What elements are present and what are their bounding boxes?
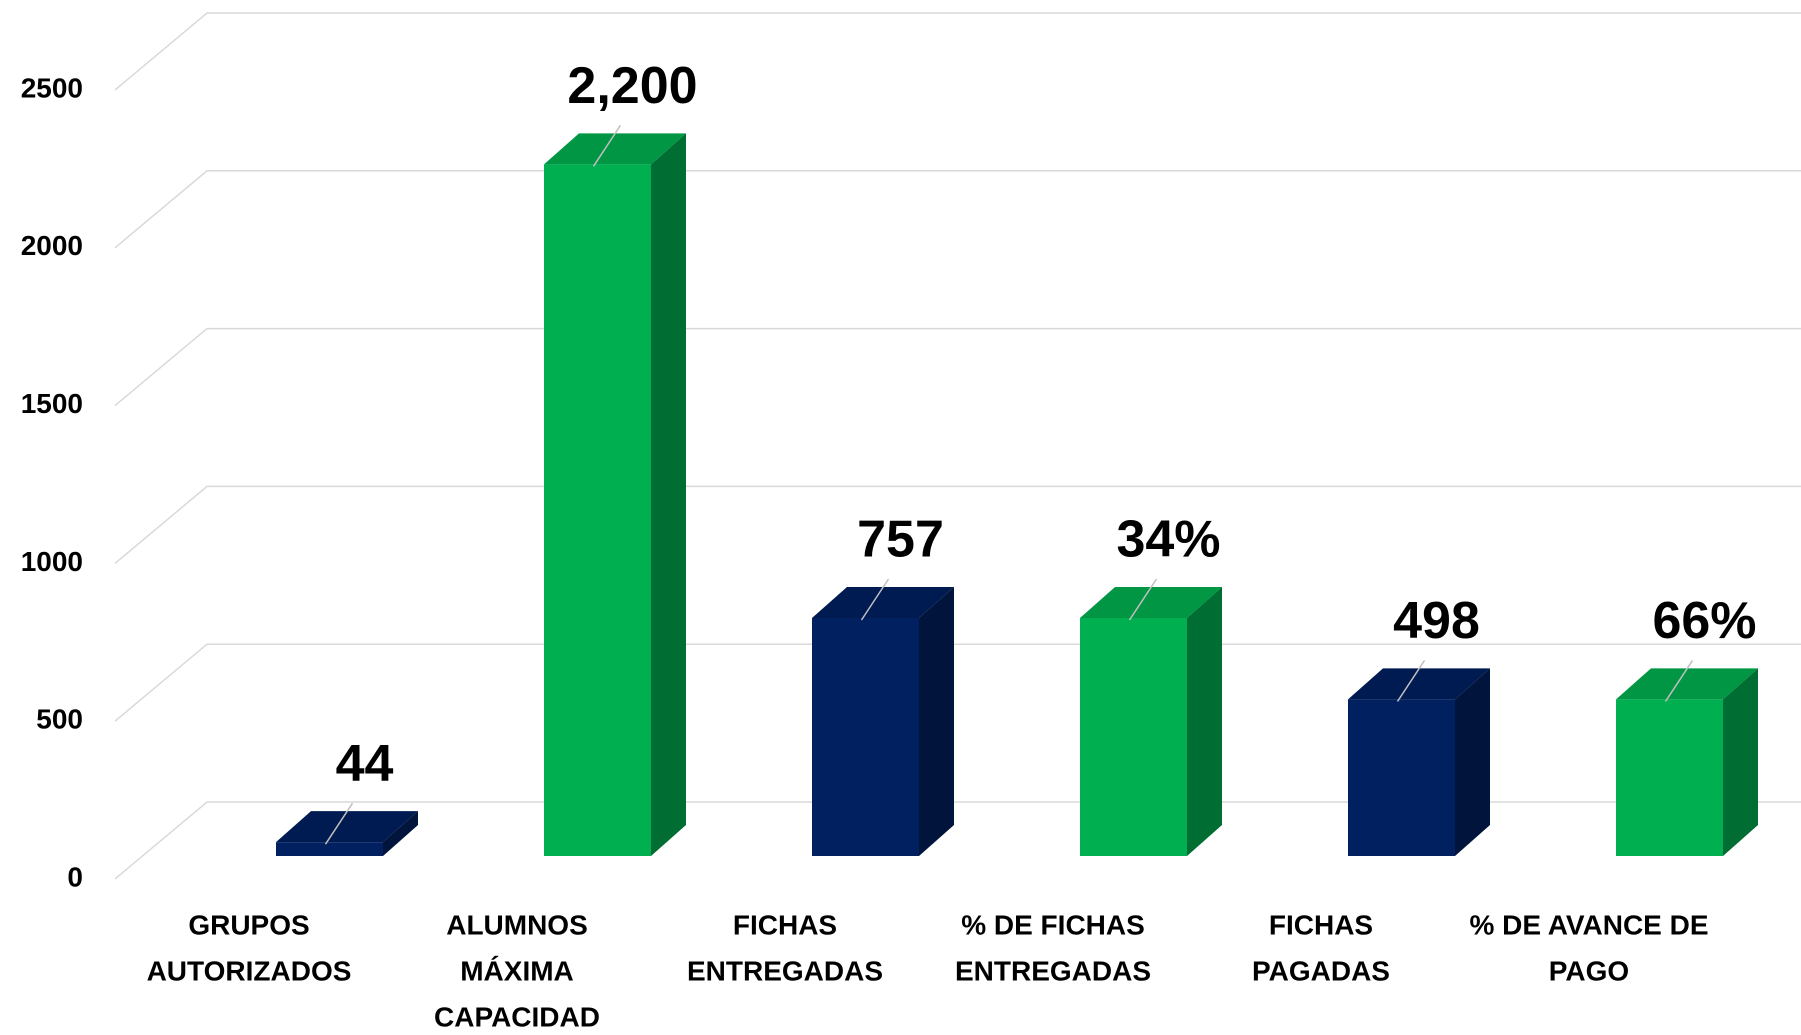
bar <box>1616 699 1723 856</box>
grid-line <box>114 327 1801 407</box>
value-label: 757 <box>857 511 944 569</box>
bar <box>812 617 919 856</box>
grid-line <box>114 801 1801 880</box>
bar-side <box>1723 668 1758 856</box>
y-tick-label: 2000 <box>21 230 83 261</box>
x-tick-label: CAPACIDAD <box>434 1001 600 1032</box>
y-tick-label: 1000 <box>21 546 83 577</box>
bar <box>276 842 383 856</box>
x-tick-label: ENTREGADAS <box>687 955 883 986</box>
x-tick-label: PAGO <box>1549 955 1629 986</box>
x-tick-label: MÁXIMA <box>460 955 574 986</box>
bar-top <box>812 586 954 618</box>
y-tick-label: 0 <box>67 861 83 892</box>
bar <box>1348 699 1455 856</box>
leader-line <box>592 124 622 167</box>
bar-side <box>651 133 686 856</box>
value-label: 2,200 <box>567 57 697 115</box>
leader-line <box>860 578 890 621</box>
value-label: 66% <box>1652 592 1756 650</box>
grid-line <box>114 170 1801 249</box>
bar <box>1080 617 1187 856</box>
y-tick-label: 500 <box>36 704 83 735</box>
bar <box>544 164 651 856</box>
value-label: 34% <box>1116 511 1220 569</box>
grid-line <box>114 12 1801 91</box>
grid-line <box>114 643 1801 722</box>
bar-top <box>276 811 418 843</box>
bar-side <box>1187 586 1222 856</box>
leader-line <box>1664 660 1694 702</box>
y-tick-label: 1500 <box>21 388 83 419</box>
x-tick-label: GRUPOS <box>188 909 309 940</box>
value-label: 498 <box>1393 592 1480 650</box>
grid-line <box>114 485 1801 564</box>
x-tick-label: % DE AVANCE DE <box>1469 909 1708 940</box>
x-tick-label: AUTORIZADOS <box>147 955 352 986</box>
leader-line <box>1128 578 1158 621</box>
bar-side <box>383 811 418 856</box>
bar-side <box>919 586 954 856</box>
bar-top <box>1616 668 1758 700</box>
value-label: 44 <box>336 735 394 793</box>
x-tick-label: ENTREGADAS <box>955 955 1151 986</box>
bar-top <box>1348 668 1490 700</box>
x-tick-label: PAGADAS <box>1252 955 1390 986</box>
leader-line <box>324 802 354 845</box>
x-tick-label: FICHAS <box>733 909 837 940</box>
y-tick-label: 2500 <box>21 72 83 103</box>
x-tick-label: FICHAS <box>1269 909 1373 940</box>
x-tick-label: ALUMNOS <box>446 909 588 940</box>
x-tick-label: % DE FICHAS <box>961 909 1145 940</box>
bar-top <box>1080 586 1222 618</box>
bar-top <box>544 133 686 165</box>
bar-side <box>1455 668 1490 856</box>
leader-line <box>1396 660 1426 702</box>
